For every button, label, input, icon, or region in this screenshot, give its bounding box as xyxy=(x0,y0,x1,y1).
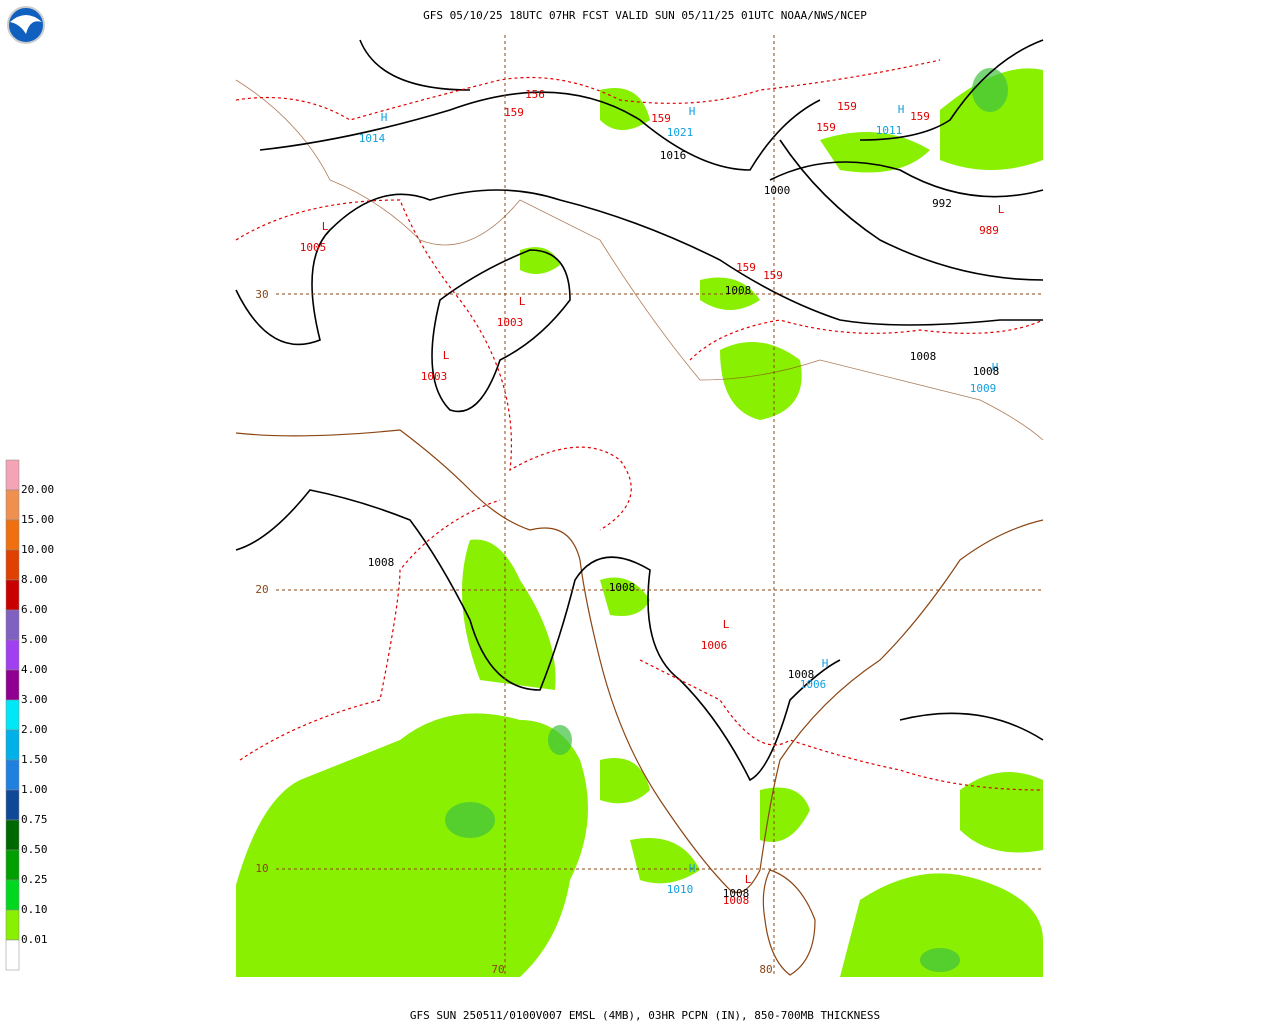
legend-swatch xyxy=(5,939,20,971)
legend-label: 10.00 xyxy=(21,543,54,556)
isobar-label: 1008 xyxy=(609,581,636,594)
legend-swatch xyxy=(5,759,20,791)
pressure-value: 1006 xyxy=(701,639,728,652)
pressure-symbol: L xyxy=(519,295,526,308)
precip-areas xyxy=(236,68,1043,977)
pressure-symbol: H xyxy=(689,862,696,875)
thickness-label: 159 xyxy=(816,121,836,134)
thickness-label: 159 xyxy=(504,106,524,119)
pressure-symbol: L xyxy=(322,220,329,233)
legend-swatch xyxy=(5,639,20,671)
precip-legend: 20.00 15.00 10.00 8.00 6.00 5.00 4.00 3.00 2.00 1… xyxy=(5,459,54,971)
pressure-value: 1003 xyxy=(497,316,524,329)
thickness-label: 159 xyxy=(651,112,671,125)
isobar-label: 1008 xyxy=(788,668,815,681)
legend-label: 1.00 xyxy=(21,783,48,796)
legend-swatch xyxy=(5,459,20,491)
coastlines xyxy=(235,79,1044,976)
legend-label: 5.00 xyxy=(21,633,48,646)
map-caption: GFS SUN 250511/0100V007 EMSL (4MB), 03HR… xyxy=(410,1009,880,1022)
noaa-logo xyxy=(7,6,45,44)
longitude-label: 80 xyxy=(759,963,772,976)
thickness-label: 159 xyxy=(837,100,857,113)
isobar-label: 1008 xyxy=(973,365,1000,378)
legend-swatch xyxy=(5,579,20,611)
pressure-value: 1011 xyxy=(876,124,903,137)
pressure-value: 1009 xyxy=(970,382,997,395)
pressure-symbol: H xyxy=(381,111,388,124)
legend-label: 0.01 xyxy=(21,933,48,946)
legend-swatch xyxy=(5,519,20,551)
pressure-symbol: L xyxy=(443,349,450,362)
pressure-value: 1005 xyxy=(300,241,327,254)
pressure-symbol: H xyxy=(822,657,829,670)
legend-swatch xyxy=(5,789,20,821)
pressure-symbol: H xyxy=(992,361,999,374)
pressure-symbol: H xyxy=(898,103,905,116)
legend-swatch xyxy=(5,699,20,731)
legend-label: 0.25 xyxy=(21,873,48,886)
latitude-label: 10 xyxy=(255,862,268,875)
legend-swatch xyxy=(5,609,20,641)
legend-label: 1.50 xyxy=(21,753,48,766)
isobar-label: 1000 xyxy=(764,184,791,197)
thickness-contours xyxy=(235,59,1044,791)
legend-label: 0.10 xyxy=(21,903,48,916)
pressure-value: 1010 xyxy=(667,883,694,896)
thickness-label: 156 xyxy=(525,88,545,101)
pressure-value: 1006 xyxy=(800,678,827,691)
legend-swatch xyxy=(5,879,20,911)
legend-label: 6.00 xyxy=(21,603,48,616)
pressure-symbol: L xyxy=(723,618,730,631)
legend-swatch xyxy=(5,669,20,701)
graticule xyxy=(276,35,1043,977)
thickness-label: 159 xyxy=(736,261,756,274)
legend-swatch xyxy=(5,549,20,581)
legend-label: 20.00 xyxy=(21,483,54,496)
legend-label: 8.00 xyxy=(21,573,48,586)
legend-swatch xyxy=(5,819,20,851)
legend-label: 0.75 xyxy=(21,813,48,826)
thickness-label: 159 xyxy=(763,269,783,282)
pressure-value: 1008 xyxy=(723,894,750,907)
isobar-label: 1008 xyxy=(910,350,937,363)
isobars xyxy=(235,39,1044,782)
longitude-label: 70 xyxy=(491,963,504,976)
legend-label: 2.00 xyxy=(21,723,48,736)
pressure-symbol: L xyxy=(998,203,1005,216)
legend-label: 0.50 xyxy=(21,843,48,856)
pressure-value: 1014 xyxy=(359,132,386,145)
latitude-label: 30 xyxy=(255,288,268,301)
legend-swatch xyxy=(5,849,20,881)
legend-swatch xyxy=(5,909,20,941)
legend-swatch xyxy=(5,729,20,761)
pressure-symbol: L xyxy=(745,873,752,886)
pressure-symbol: H xyxy=(689,105,696,118)
isobar-label: 1008 xyxy=(368,556,395,569)
pressure-value: 1003 xyxy=(421,370,448,383)
latitude-label: 20 xyxy=(255,583,268,596)
pressure-value: 1021 xyxy=(667,126,694,139)
legend-label: 4.00 xyxy=(21,663,48,676)
isobar-label: 992 xyxy=(932,197,952,210)
isobar-label: 1008 xyxy=(725,284,752,297)
legend-swatch xyxy=(5,489,20,521)
isobar-label: 1016 xyxy=(660,149,687,162)
thickness-label: 159 xyxy=(910,110,930,123)
pressure-value: 989 xyxy=(979,224,999,237)
map-title: GFS 05/10/25 18UTC 07HR FCST VALID SUN 0… xyxy=(423,9,867,22)
legend-label: 3.00 xyxy=(21,693,48,706)
isobar-label: 1008 xyxy=(723,887,750,900)
map-area xyxy=(235,35,1044,977)
legend-label: 15.00 xyxy=(21,513,54,526)
